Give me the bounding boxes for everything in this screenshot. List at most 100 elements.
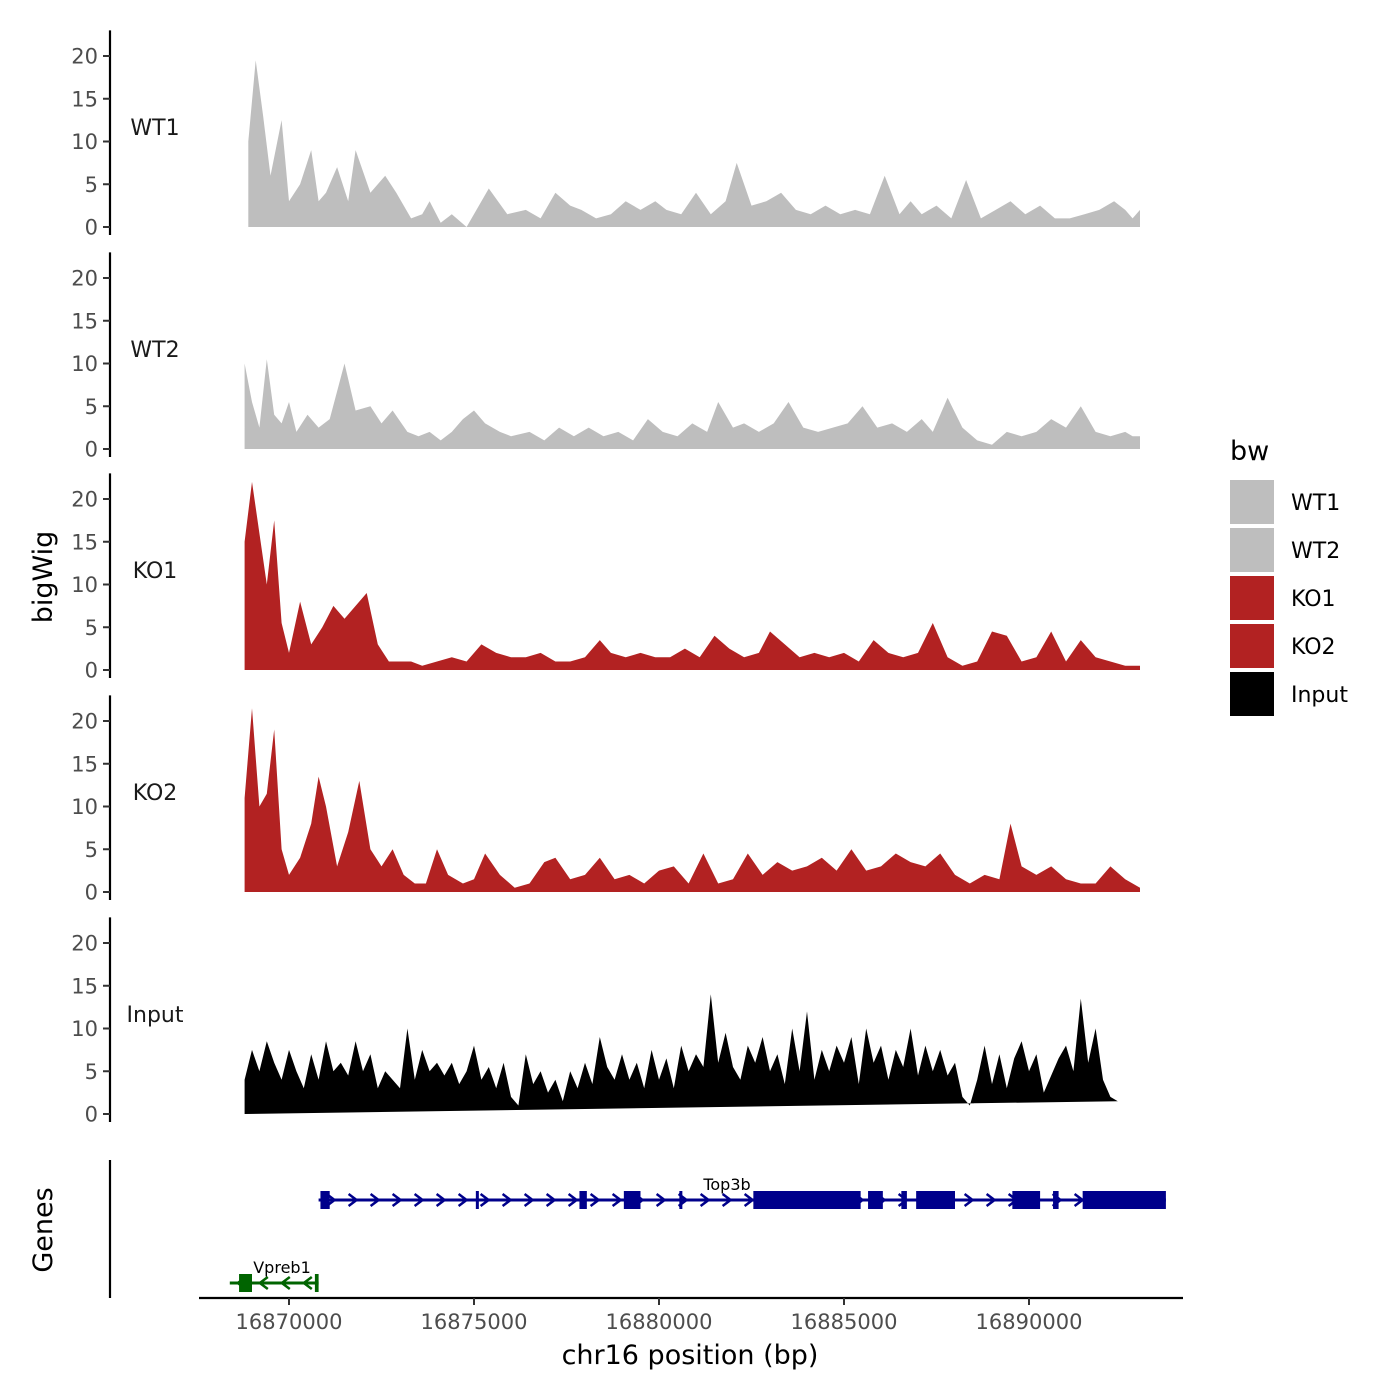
gene-top3b: Top3b <box>318 1175 1166 1209</box>
gene-label-vpreb1: Vpreb1 <box>253 1258 311 1277</box>
signal-area-ko1 <box>244 481 1141 670</box>
gene-vpreb1: Vpreb1 <box>229 1258 319 1292</box>
y-axis-title: bigWig <box>28 531 59 624</box>
y-tick-label: 15 <box>71 530 98 554</box>
strand-arrow <box>435 1193 447 1207</box>
legend-label-wt1: WT1 <box>1291 491 1340 516</box>
track-wt2: 0 5 10 15 20 WT2 <box>71 252 1141 462</box>
y-tick-label: 0 <box>85 216 98 240</box>
legend-label-ko1: KO1 <box>1291 587 1336 612</box>
x-axis-title: chr16 position (bp) <box>562 1340 819 1371</box>
y-tick-label: 10 <box>71 795 98 819</box>
legend-swatch-wt2 <box>1230 528 1274 572</box>
gene-exon <box>1082 1191 1166 1209</box>
gene-exon <box>239 1274 252 1292</box>
strand-arrow <box>611 1193 623 1207</box>
strand-arrow <box>457 1193 469 1207</box>
strand-arrow <box>391 1193 403 1207</box>
strand-arrow <box>279 1276 291 1290</box>
y-tick-label: 5 <box>85 838 98 862</box>
x-tick-label: 16870000 <box>236 1310 343 1334</box>
gene-label-top3b: Top3b <box>702 1175 750 1194</box>
x-axis: 16870000 16875000 16880000 16885000 16890000 <box>236 1298 1083 1334</box>
track-label-wt2: WT2 <box>130 338 179 363</box>
strand-arrow <box>501 1193 513 1207</box>
y-tick-label: 0 <box>85 1103 98 1127</box>
legend-swatch-wt1 <box>1230 480 1274 524</box>
legend-swatch-input <box>1230 672 1274 716</box>
strand-arrow <box>963 1193 975 1207</box>
gene-exon <box>579 1191 587 1209</box>
track-label-ko1: KO1 <box>133 559 178 584</box>
gene-exon <box>916 1191 955 1209</box>
gene-exon <box>679 1191 683 1209</box>
y-tick-label: 0 <box>85 659 98 683</box>
y-tick-label: 20 <box>71 45 98 69</box>
gene-exon <box>314 1274 319 1292</box>
strand-arrow <box>699 1193 711 1207</box>
y-tick-label: 15 <box>71 87 98 111</box>
gene-exon <box>1053 1191 1059 1209</box>
y-tick-label: 5 <box>85 616 98 640</box>
strand-arrow <box>413 1193 425 1207</box>
y-tick-label: 20 <box>71 267 98 291</box>
strand-arrow <box>369 1193 381 1207</box>
y-tick-label: 10 <box>71 573 98 597</box>
y-tick-label: 5 <box>85 395 98 419</box>
y-tick-label: 0 <box>85 881 98 905</box>
gene-exon <box>475 1191 479 1209</box>
y-tick-label: 20 <box>71 710 98 734</box>
strand-arrow <box>567 1193 579 1207</box>
gene-exon <box>1012 1191 1041 1209</box>
strand-arrow <box>545 1193 557 1207</box>
signal-area-wt2 <box>244 359 1141 449</box>
legend-label-wt2: WT2 <box>1291 539 1340 564</box>
strand-arrow <box>721 1193 733 1207</box>
y-tick-label: 15 <box>71 309 98 333</box>
signal-area-wt1 <box>248 60 1141 227</box>
y-tick-label: 10 <box>71 130 98 154</box>
y-tick-label: 0 <box>85 438 98 462</box>
signal-area-input <box>244 994 1118 1114</box>
gene-exon <box>753 1191 861 1209</box>
legend-swatch-ko1 <box>1230 576 1274 620</box>
gene-exon <box>901 1191 907 1209</box>
y-tick-label: 10 <box>71 352 98 376</box>
strand-arrow <box>655 1193 667 1207</box>
track-label-ko2: KO2 <box>133 781 178 806</box>
gene-panel: Top3b Vpreb1 <box>108 1160 1166 1298</box>
track-wt1: 0 5 10 15 20 WT1 <box>71 30 1141 240</box>
gene-exon <box>623 1191 641 1209</box>
strand-arrow <box>743 1193 755 1207</box>
y-tick-label: 10 <box>71 1017 98 1041</box>
strand-arrow <box>1073 1193 1085 1207</box>
legend-title: bw <box>1230 436 1269 467</box>
legend-label-input: Input <box>1291 683 1348 708</box>
track-ko2: 0 5 10 15 20 KO2 <box>71 695 1141 905</box>
y-tick-label: 15 <box>71 752 98 776</box>
gene-exon <box>320 1191 330 1209</box>
y-tick-label: 5 <box>85 1060 98 1084</box>
signal-area-ko2 <box>244 708 1141 892</box>
strand-arrow <box>257 1276 269 1290</box>
y-tick-label: 5 <box>85 173 98 197</box>
y-tick-label: 15 <box>71 974 98 998</box>
strand-arrow <box>347 1193 359 1207</box>
track-input: 0 5 10 15 20 Input <box>71 917 1118 1127</box>
track-label-wt1: WT1 <box>130 116 179 141</box>
x-tick-label: 16890000 <box>976 1310 1083 1334</box>
strand-arrow <box>479 1193 491 1207</box>
track-label-input: Input <box>127 1003 184 1028</box>
strand-arrow <box>589 1193 601 1207</box>
strand-arrow <box>301 1276 313 1290</box>
gene-exon <box>868 1191 883 1209</box>
strand-arrow <box>523 1193 535 1207</box>
y-tick-label: 20 <box>71 488 98 512</box>
legend-label-ko2: KO2 <box>1291 635 1336 660</box>
legend-swatch-ko2 <box>1230 624 1274 668</box>
track-ko1: 0 5 10 15 20 KO1 <box>71 473 1141 683</box>
strand-arrow <box>985 1193 997 1207</box>
x-tick-label: 16880000 <box>606 1310 713 1334</box>
legend: bw WT1 WT2 KO1 KO2 Input <box>1230 436 1348 716</box>
